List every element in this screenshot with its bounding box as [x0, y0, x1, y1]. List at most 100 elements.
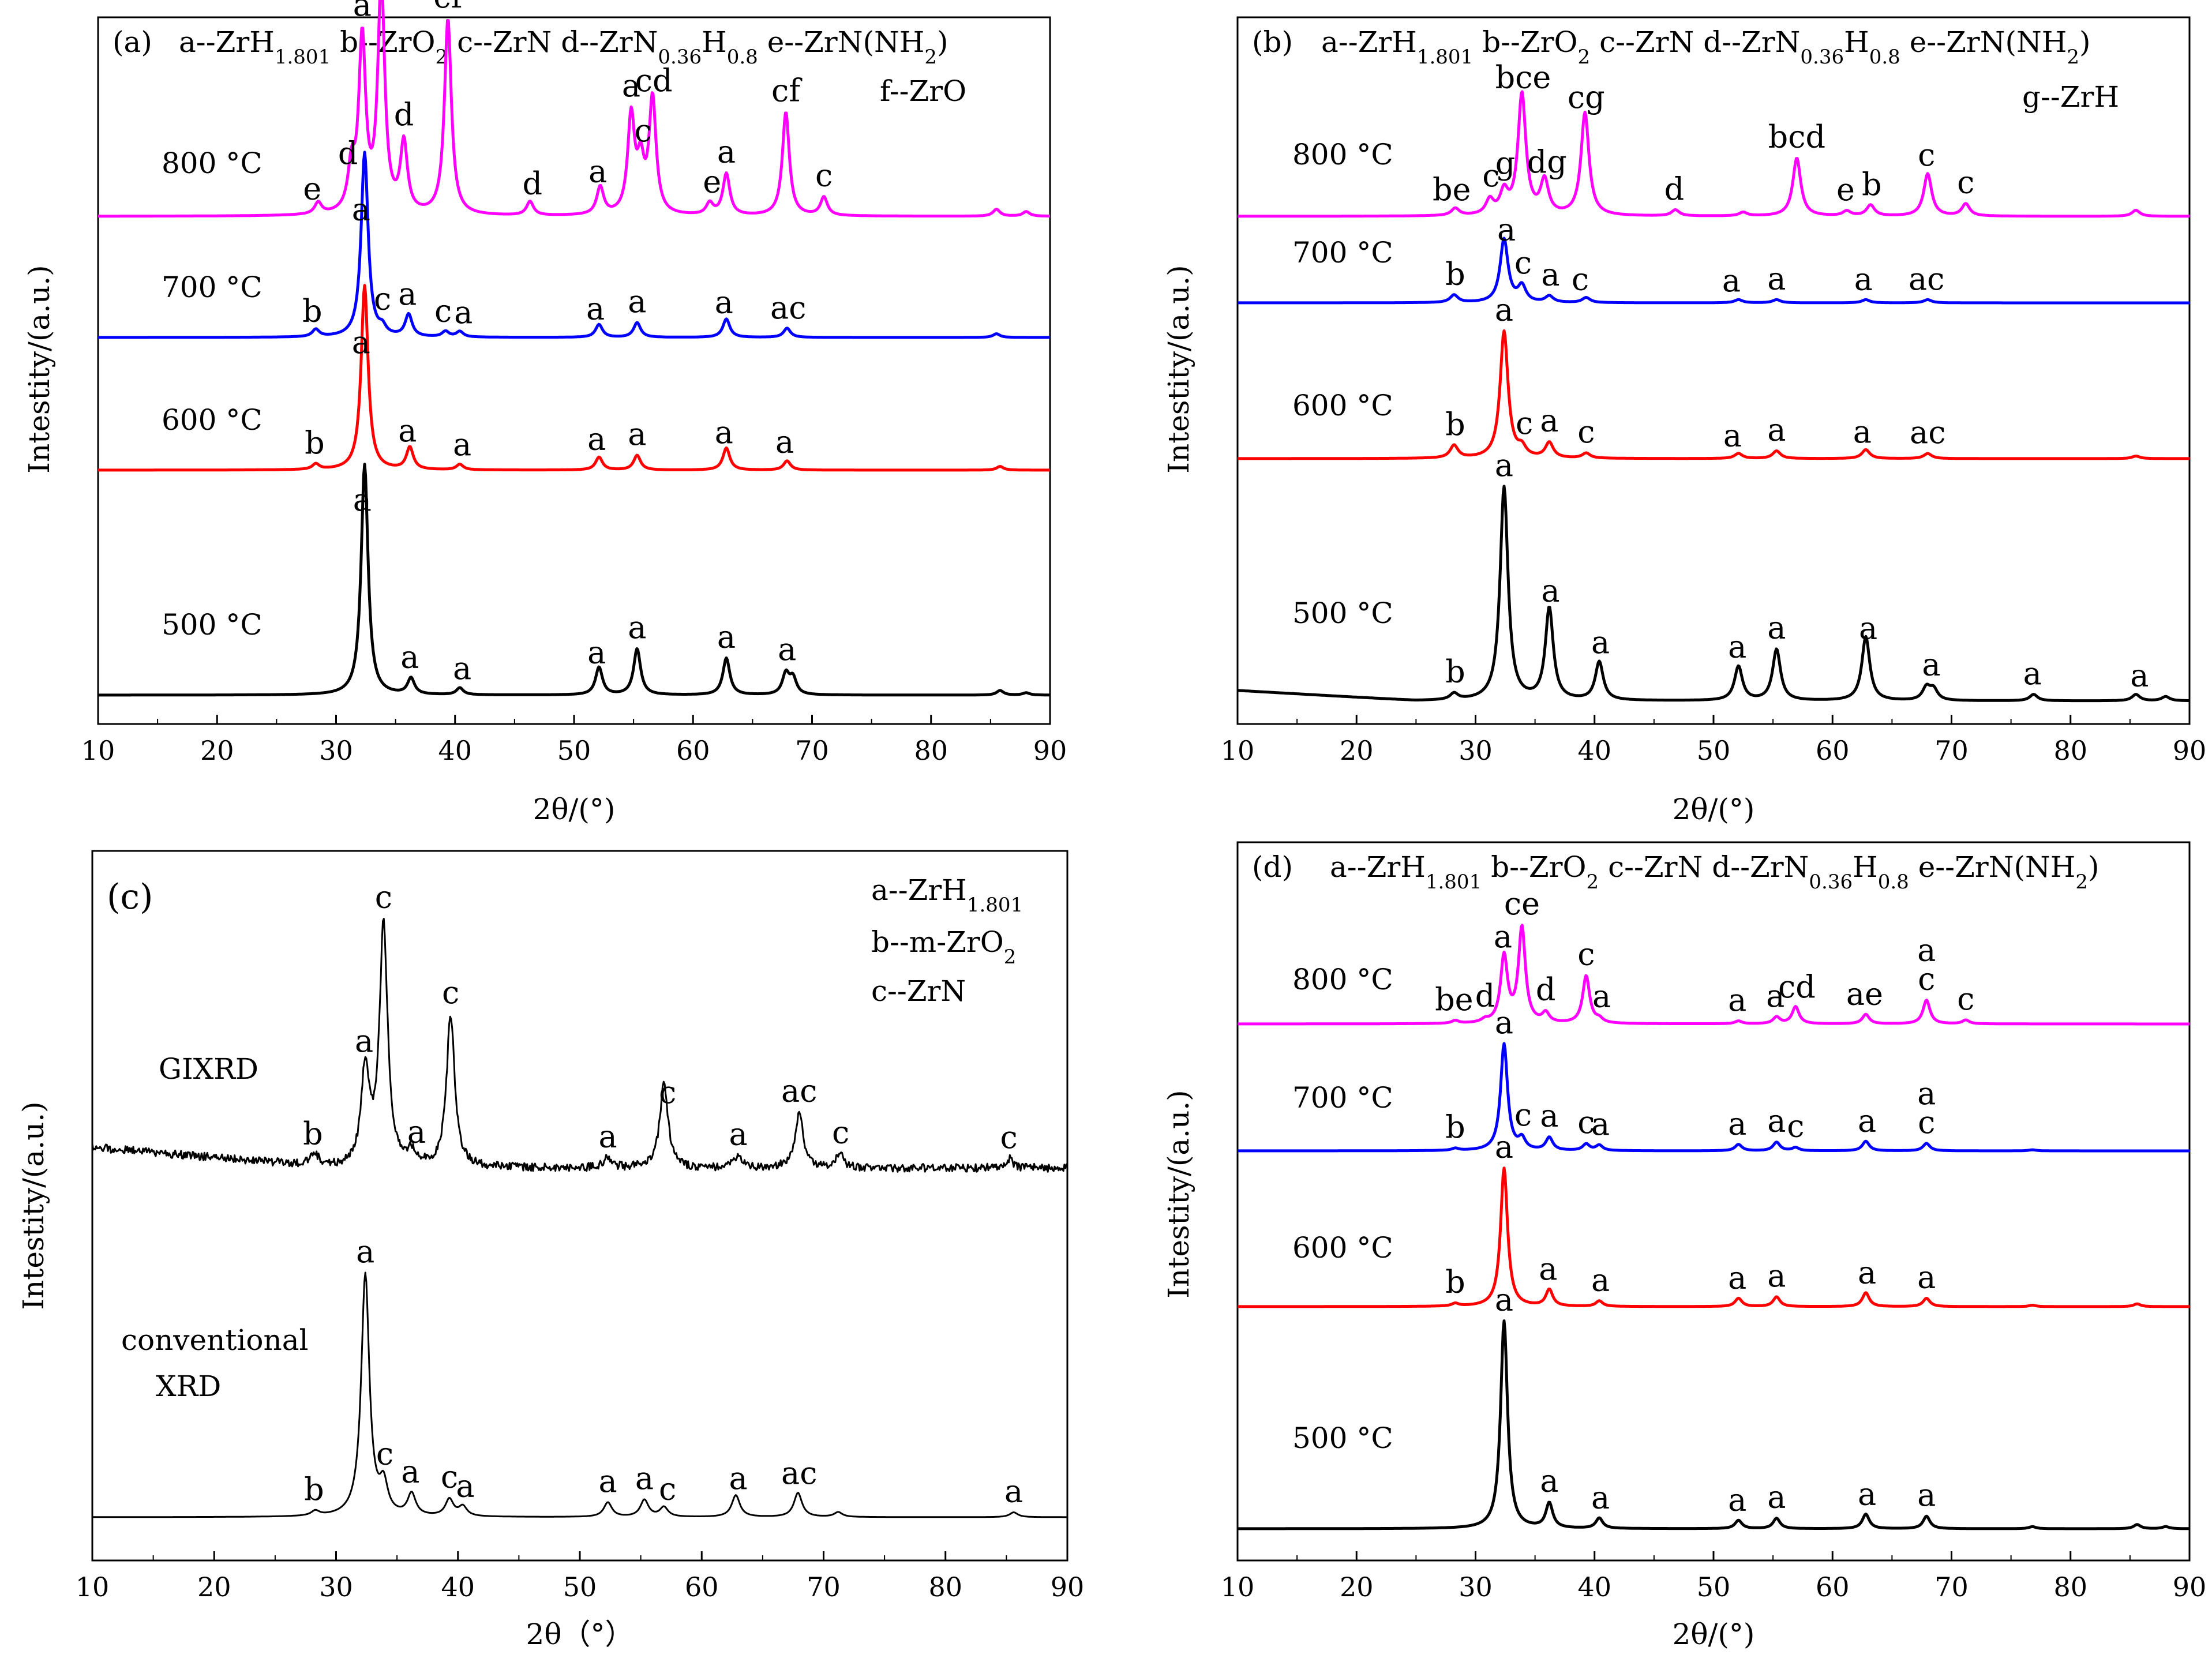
peak-label: a [1917, 1477, 1936, 1513]
series-line [1237, 1319, 2190, 1530]
series-line [1237, 924, 2190, 1026]
peak-label: a [628, 283, 646, 320]
legend-subscript: 0.36 [1809, 871, 1853, 894]
peak-label: c [1918, 1104, 1935, 1140]
peak-label: b [305, 425, 325, 461]
legend-text: c--ZrN [871, 974, 966, 1008]
peak-label: c [1918, 961, 1935, 997]
peak-label: c [1957, 981, 1974, 1017]
peak-label: c [1514, 1097, 1532, 1133]
peak-label: c [1577, 936, 1595, 973]
x-tick-label: 90 [1033, 735, 1067, 766]
peak-label: a [598, 1118, 617, 1154]
legend-text: e--ZrN(NH [767, 25, 925, 59]
peak-label: a [1495, 1004, 1513, 1041]
x-tick-label: 60 [1816, 1571, 1850, 1603]
x-tick-label: 90 [2173, 1571, 2207, 1603]
peak-label: a [1723, 417, 1742, 453]
peak-label: a [2023, 655, 2042, 692]
x-axis-label: 2θ/(°) [1673, 1618, 1755, 1651]
peak-label: a [628, 416, 646, 452]
legend-entry: a--ZrH1.801 b--ZrO2 c--ZrN d--ZrN0.36H0.… [1321, 25, 2090, 69]
peak-label: a [715, 414, 733, 451]
peak-label: b [1445, 654, 1465, 690]
x-tick-label: 40 [441, 1571, 475, 1603]
peak-label: a [635, 1460, 654, 1496]
legend-text: b--ZrO [1491, 850, 1586, 884]
peak-label: a [1591, 624, 1610, 661]
peak-label: d [1536, 971, 1556, 1007]
peak-label: c [434, 293, 452, 329]
peak-label: e [1836, 171, 1855, 208]
peak-label: cg [1568, 79, 1605, 115]
legend-gap [1703, 850, 1712, 884]
series-line [1237, 329, 2190, 460]
peak-label: a [1728, 1259, 1746, 1296]
peak-label: a [353, 482, 372, 518]
peak-label: bcd [1768, 119, 1825, 155]
peak-label: b [1862, 166, 1882, 202]
legend-text: e--ZrN(NH [1910, 25, 2067, 59]
x-tick-label: 40 [1577, 735, 1611, 766]
peak-label: a [400, 639, 419, 676]
peak-label: b [1445, 1263, 1465, 1300]
peak-label: a [1541, 573, 1559, 609]
peak-label: a [453, 650, 471, 686]
x-tick-label: 10 [76, 1571, 110, 1603]
x-tick-label: 20 [1340, 735, 1374, 766]
peak-label: a [1766, 978, 1784, 1014]
peak-label: a [1495, 291, 1513, 328]
legend-gap [1599, 850, 1608, 884]
x-tick-label: 70 [807, 1571, 841, 1603]
peak-label: a [453, 426, 471, 463]
series-name-label: 700 °C [1292, 1081, 1393, 1115]
peak-label: a [398, 276, 417, 312]
peak-label: d [1664, 171, 1685, 207]
peak-label: a [587, 421, 606, 457]
x-tick-label: 70 [795, 735, 829, 766]
peak-label: a [588, 153, 607, 189]
legend-text: c--ZrN [1608, 850, 1703, 884]
series-name-label: 800 °C [162, 147, 263, 180]
x-tick-label: 30 [319, 1571, 353, 1603]
panel-label: (a) [113, 25, 152, 59]
peak-label: ac [1910, 414, 1945, 451]
peak-label: c [1000, 1119, 1017, 1155]
peak-label: a [1917, 1075, 1936, 1112]
panel-label: (b) [1252, 25, 1293, 59]
series-line [98, 463, 1051, 697]
y-axis-label: Intestity/(a.u.) [17, 1101, 50, 1310]
peak-label: a [1592, 978, 1611, 1015]
x-tick-label: 10 [1221, 1571, 1255, 1603]
panel-label: (d) [1252, 850, 1293, 884]
x-tick-label: 20 [197, 1571, 231, 1603]
legend-text: H [1853, 850, 1878, 884]
peak-label: c [1572, 261, 1589, 298]
peak-label: a [1858, 1255, 1876, 1291]
legend-gap [331, 25, 340, 59]
legend-text: H [702, 25, 727, 59]
peak-label: d [338, 135, 358, 171]
y-axis-label: Intestity/(a.u.) [1162, 265, 1195, 473]
legend-gap [1900, 25, 1910, 59]
peak-label: ae [1846, 976, 1883, 1012]
peak-label: a [1541, 257, 1559, 293]
peak-label: c [1577, 1104, 1595, 1140]
peak-label: b [303, 1115, 323, 1151]
peak-label: a [1858, 1476, 1876, 1512]
peak-label: c [375, 879, 392, 916]
series-name-label: 700 °C [1292, 236, 1393, 269]
peak-label: ac [1909, 261, 1944, 297]
legend-entry: f--ZrO [880, 74, 966, 108]
legend-subscript: 1.801 [275, 46, 331, 69]
peak-label: c [1577, 414, 1595, 450]
legend-entry: c--ZrN [871, 974, 966, 1008]
peak-label: a [1767, 1479, 1786, 1515]
peak-label: a [1858, 1102, 1876, 1139]
series-name-label: 500 °C [162, 608, 263, 641]
panel-label: (c) [107, 877, 153, 917]
x-tick-label: 60 [685, 1571, 719, 1603]
